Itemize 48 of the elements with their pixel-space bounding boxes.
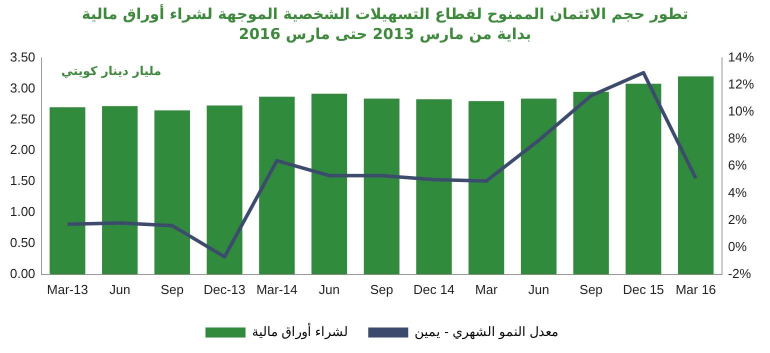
- bar: [520, 98, 557, 274]
- bar: [154, 110, 190, 274]
- y-tick-label: 2.00: [10, 142, 36, 158]
- y2-tick-label: 4%: [728, 184, 748, 200]
- y2-tick-label: 0%: [728, 238, 748, 254]
- x-tick-label: Dec 14: [413, 282, 455, 297]
- x-tick-label: Dec 15: [622, 282, 664, 297]
- x-tick-label: Mar 16: [676, 282, 716, 297]
- x-tick-label: Jun: [528, 282, 550, 297]
- legend-label: معدل النمو الشهري - يمين: [414, 324, 559, 340]
- x-tick-label: Jun: [318, 282, 340, 297]
- y-tick-label: 0.50: [10, 235, 36, 250]
- bar: [678, 76, 714, 274]
- y-tick-label: 2.50: [10, 111, 36, 126]
- bar: [416, 99, 452, 274]
- bar: [102, 106, 138, 274]
- y2-tick-label: 14%: [728, 49, 754, 64]
- y2-tick-label: 12%: [728, 76, 754, 92]
- x-tick-label: Sep: [160, 282, 184, 297]
- y-tick-label: 0.00: [10, 266, 36, 281]
- y-tick-label: 3.50: [10, 49, 36, 64]
- y-tick-label: 1.00: [10, 204, 36, 220]
- y2-tick-label: 2%: [728, 212, 748, 227]
- x-tick-label: Sep: [580, 282, 603, 297]
- bar: [626, 84, 662, 274]
- bar: [573, 92, 609, 274]
- y2-tick-label: 6%: [728, 158, 748, 173]
- bar: [468, 101, 504, 274]
- y2-tick-label: 10%: [728, 104, 754, 119]
- x-tick-label: Mar-14: [256, 282, 298, 297]
- bar: [311, 94, 348, 274]
- bar: [206, 105, 242, 274]
- x-tick-label: Jun: [109, 282, 130, 297]
- y-tick-label: 1.50: [10, 173, 36, 188]
- x-tick-label: Mar: [475, 282, 498, 297]
- annotation: مليار دينار كويتي: [61, 64, 162, 78]
- x-tick-label: Mar-13: [46, 282, 88, 297]
- legend-label: لشراء أوراق مالية: [252, 323, 348, 340]
- x-tick-label: Dec-13: [204, 282, 246, 297]
- y2-tick-label: 8%: [728, 130, 748, 146]
- y-tick-label: 3.00: [10, 80, 36, 96]
- bar: [259, 96, 295, 274]
- chart-title: تطور حجم الائتمان الممنوح لقطاع التسهيلات الشخصية الموجهة لشراء أوراق مالية: [80, 3, 690, 24]
- x-tick-label: Sep: [370, 282, 394, 297]
- y2-tick-label: -2%: [728, 266, 752, 281]
- chart-subtitle: بداية من مارس 2013 حتى مارس 2016: [238, 24, 532, 44]
- bar: [364, 98, 400, 274]
- bar: [50, 107, 86, 274]
